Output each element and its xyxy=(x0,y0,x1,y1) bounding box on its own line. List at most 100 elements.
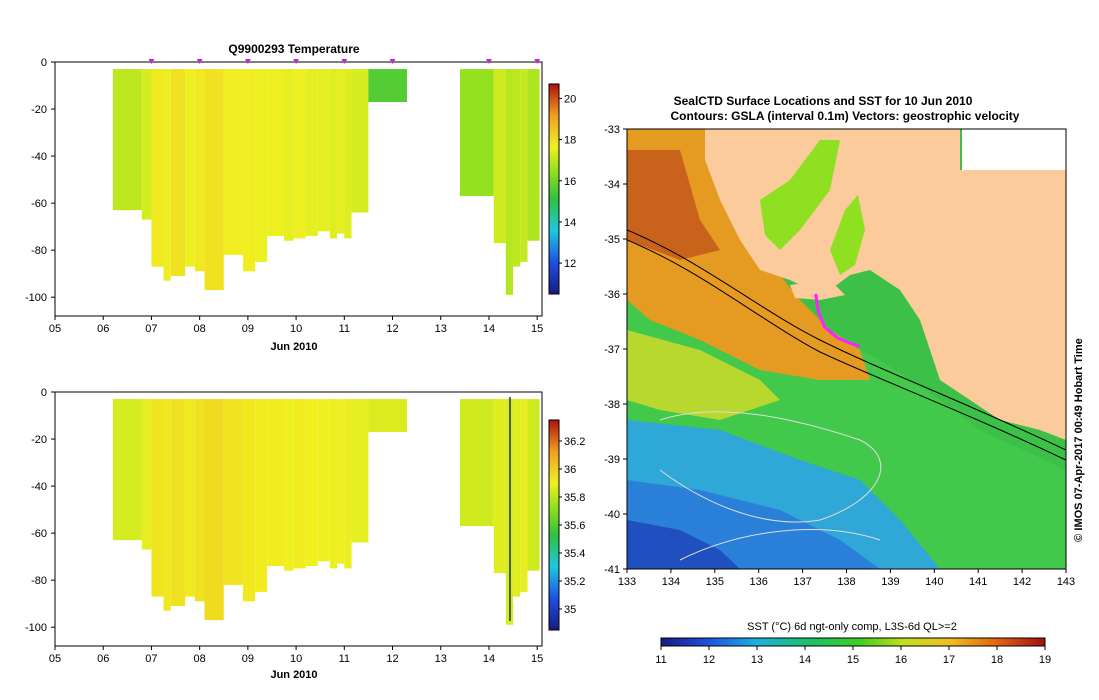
y-tick-label: -60 xyxy=(31,198,47,210)
map-y-tick-label: -37 xyxy=(604,344,620,356)
map-x-tick-label: 140 xyxy=(925,576,943,588)
profile-column xyxy=(520,69,527,262)
salinity-colorbar xyxy=(549,420,559,630)
x-tick-label: 14 xyxy=(483,653,495,665)
x-tick-label: 15 xyxy=(531,323,543,335)
profile-column xyxy=(195,69,205,271)
map-y-tick-label: -38 xyxy=(604,399,620,411)
salinity-chart: 05 06 07 08 09 10 11 12 13 14 150-20-40-60-80-100 … xyxy=(25,387,585,681)
profile-column xyxy=(330,69,337,238)
profile-column xyxy=(337,69,344,234)
x-tick-label: 12 xyxy=(386,653,398,665)
sst-colorbar-tick-label: 16 xyxy=(895,654,907,666)
map-y-tick-label: -40 xyxy=(604,509,620,521)
colorbar-tick-label: 18 xyxy=(564,135,576,147)
profile-column xyxy=(171,69,185,276)
colorbar-tick-label: 35 xyxy=(564,604,576,616)
profile-column xyxy=(513,399,520,597)
map-y-tick-label: -41 xyxy=(604,564,620,576)
profile-column xyxy=(267,69,284,236)
colorbar-tick-label: 16 xyxy=(564,176,576,188)
profile-column xyxy=(224,399,243,585)
profile-column xyxy=(337,399,344,564)
profile-column xyxy=(494,399,506,573)
sst-colorbar-tick-label: 12 xyxy=(703,654,715,666)
profile-column xyxy=(318,399,330,561)
x-tick-label: 07 xyxy=(145,323,157,335)
sst-map-nodata xyxy=(962,129,1066,170)
profile-column xyxy=(204,399,223,620)
sst-colorbar-tick-label: 11 xyxy=(655,654,666,666)
y-tick-label: -100 xyxy=(25,292,47,304)
profile-column xyxy=(528,399,540,571)
map-x-tick-label: 143 xyxy=(1057,576,1075,588)
temperature-chart: Q9900293 Temperature 05 06 07 08 09 10 11 12 13 1… xyxy=(25,42,576,353)
colorbar-tick-label: 35.6 xyxy=(564,520,585,532)
colorbar-tick-label: 12 xyxy=(564,258,576,270)
profile-column xyxy=(344,399,351,568)
temperature-profiles xyxy=(113,69,540,295)
map-x-tick-label: 137 xyxy=(793,576,811,588)
salinity-colorbar-ticks: 3535.235.435.635.83636.2 xyxy=(559,436,585,616)
profile-column xyxy=(352,399,369,542)
colorbar-tick-label: 36 xyxy=(564,464,576,476)
profile-column xyxy=(185,399,195,597)
y-tick-label: -40 xyxy=(31,151,47,163)
profile-column xyxy=(284,69,294,241)
figure-canvas: Q9900293 Temperature 05 06 07 08 09 10 11 12 13 1… xyxy=(0,0,1099,700)
sst-map-chart: SealCTD Surface Locations and SST for 10… xyxy=(604,94,1085,666)
map-y-tick-label: -39 xyxy=(604,454,620,466)
sst-colorbar-tick-label: 14 xyxy=(799,654,811,666)
profile-column xyxy=(243,69,255,271)
x-tick-label: 12 xyxy=(386,323,398,335)
profile-column xyxy=(284,399,294,571)
x-tick-label: 10 xyxy=(290,323,302,335)
imos-credit: © IMOS 07-Apr-2017 00:49 Hobart Time xyxy=(1073,338,1085,542)
profile-column xyxy=(255,69,267,262)
sst-map-title: SealCTD Surface Locations and SST for 10… xyxy=(674,94,973,108)
profile-column xyxy=(113,69,142,210)
sst-colorbar xyxy=(661,638,1045,646)
profile-column xyxy=(163,399,170,611)
profile-column xyxy=(151,69,163,267)
colorbar-tick-label: 36.2 xyxy=(564,436,585,448)
salinity-xlabel: Jun 2010 xyxy=(270,669,317,681)
y-tick-label: 0 xyxy=(41,57,47,69)
colorbar-tick-label: 35.4 xyxy=(564,548,585,560)
map-y-tick-label: -35 xyxy=(604,234,620,246)
sst-map-field xyxy=(627,129,1066,569)
sst-colorbar-tick-label: 19 xyxy=(1039,654,1051,666)
profile-column xyxy=(368,399,407,432)
x-tick-label: 05 xyxy=(49,323,61,335)
profile-column xyxy=(294,399,306,568)
y-tick-label: -40 xyxy=(31,481,47,493)
x-tick-label: 13 xyxy=(435,653,447,665)
profile-column xyxy=(294,69,306,238)
sst-colorbar-ticks: 11 12 13 14 15 16 17 18 19 xyxy=(655,646,1051,666)
profile-column xyxy=(185,69,195,267)
profile-column xyxy=(528,69,540,241)
x-tick-label: 14 xyxy=(483,323,495,335)
temperature-chart-title: Q9900293 Temperature xyxy=(228,42,360,56)
y-tick-label: -60 xyxy=(31,528,47,540)
x-tick-label: 08 xyxy=(194,323,206,335)
profile-column xyxy=(460,399,494,526)
profile-column xyxy=(142,399,152,550)
map-x-tick-label: 133 xyxy=(618,576,636,588)
colorbar-tick-label: 35.8 xyxy=(564,492,585,504)
profile-column xyxy=(318,69,330,231)
profile-column xyxy=(306,69,318,236)
profile-column xyxy=(151,399,163,597)
profile-column xyxy=(368,69,407,102)
map-y-tick-label: -34 xyxy=(604,179,620,191)
x-tick-label: 07 xyxy=(145,653,157,665)
temperature-colorbar-ticks: 12 14 16 18 20 xyxy=(559,93,576,270)
sst-map-subtitle: Contours: GSLA (interval 0.1m) Vectors: … xyxy=(671,109,1020,123)
profile-column xyxy=(344,69,351,238)
x-tick-label: 15 xyxy=(531,653,543,665)
sst-colorbar-tick-label: 18 xyxy=(991,654,1003,666)
profile-column xyxy=(330,399,337,568)
map-y-tick-label: -33 xyxy=(604,124,620,136)
x-tick-label: 09 xyxy=(242,653,254,665)
profile-column xyxy=(243,399,255,601)
